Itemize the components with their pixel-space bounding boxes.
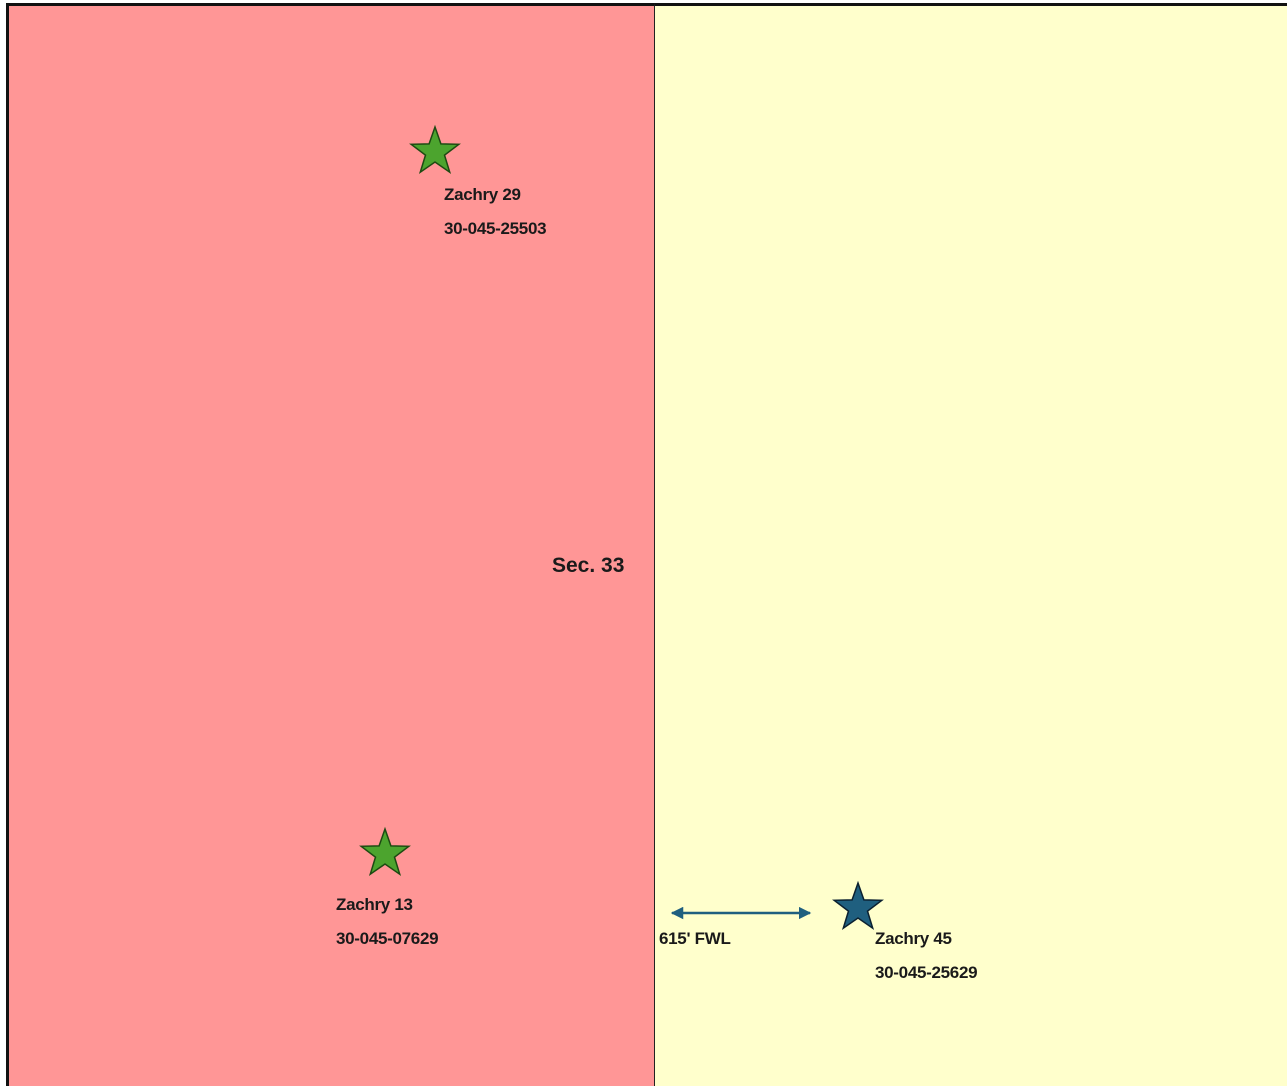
zachry-13-star-icon — [359, 826, 411, 877]
zachry-13-api: 30-045-07629 — [336, 929, 439, 948]
adjacent-tract — [655, 3, 1287, 1086]
dimension-label: 615' FWL — [659, 929, 731, 948]
section-label: Sec. 33 — [552, 554, 625, 577]
zachry-45-api: 30-045-25629 — [875, 963, 978, 982]
zachry-29-name: Zachry 29 — [444, 185, 521, 204]
zachry-45-name: Zachry 45 — [875, 929, 952, 948]
zachry-45-star-icon — [832, 880, 884, 931]
section-33-tract — [6, 3, 655, 1086]
zachry-13-name: Zachry 13 — [336, 895, 413, 914]
zachry-29-api: 30-045-25503 — [444, 219, 547, 238]
zachry-29-star-icon — [409, 124, 461, 175]
